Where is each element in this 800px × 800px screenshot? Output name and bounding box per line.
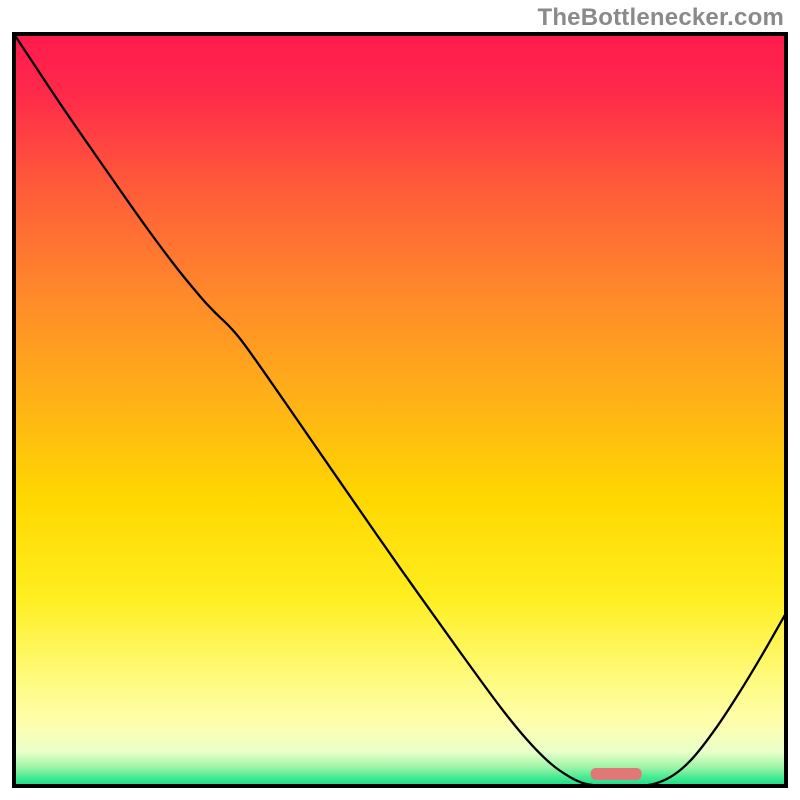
bottleneck-chart: [0, 0, 800, 800]
chart-container: { "chart": { "type": "line", "width_px":…: [0, 0, 800, 800]
optimal-range-marker: [591, 768, 642, 780]
plot-background: [14, 34, 786, 786]
watermark-text: TheBottlenecker.com: [537, 4, 784, 32]
